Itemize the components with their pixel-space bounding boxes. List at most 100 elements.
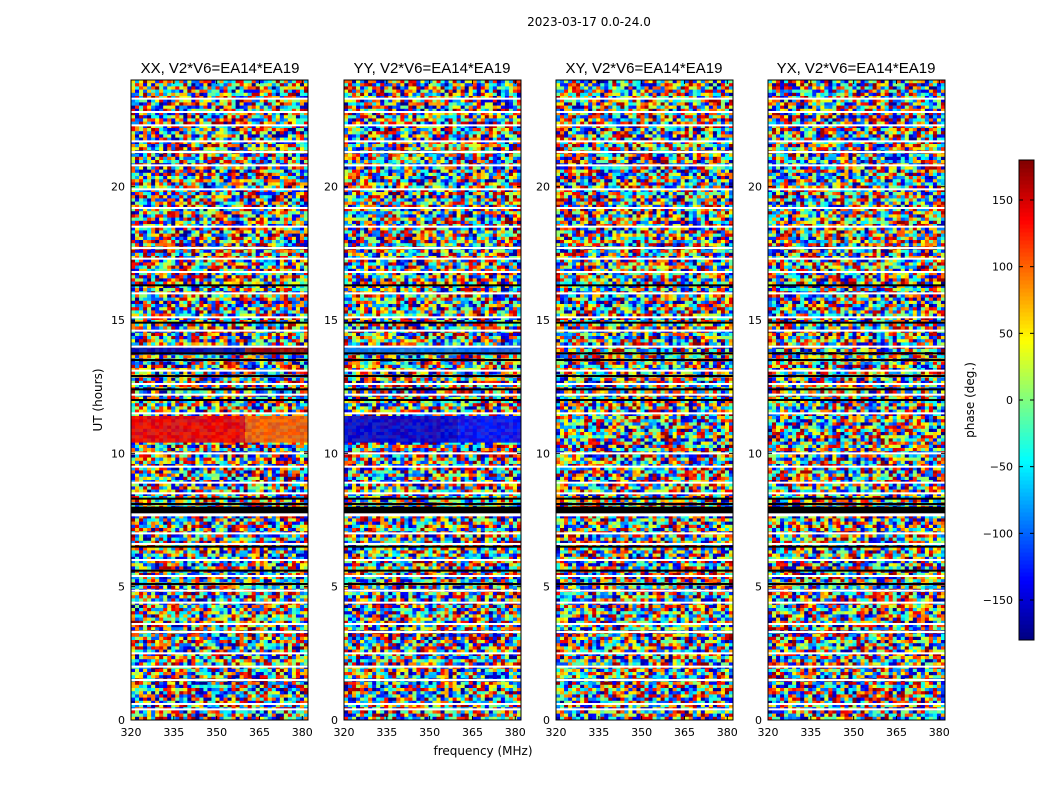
- colorbar-segment: [1019, 176, 1034, 181]
- flag-black-line: [344, 569, 521, 572]
- colorbar-segment: [1019, 196, 1034, 201]
- colorbar-segment: [1019, 496, 1034, 501]
- panel-frame: [130, 79, 309, 721]
- colorbar-segment: [1019, 512, 1034, 517]
- flag-white-line: [556, 369, 733, 372]
- phase-noise-image: [768, 80, 945, 720]
- x-tick-label: 380: [505, 726, 526, 739]
- panel-frame: [767, 79, 946, 721]
- flag-black-line: [344, 375, 521, 377]
- colorbar-segment: [1019, 324, 1034, 329]
- flag-white-line: [131, 589, 308, 592]
- flag-white-line: [556, 513, 733, 517]
- x-tick-label: 365: [462, 726, 483, 739]
- colorbar-segment: [1019, 520, 1034, 525]
- colorbar-segment: [1019, 556, 1034, 561]
- flag-white-line: [131, 225, 308, 228]
- flag-white-line: [131, 207, 308, 209]
- flag-white-line: [768, 188, 945, 191]
- flag-black-line: [768, 399, 945, 401]
- flag-white-line: [344, 271, 521, 273]
- flag-black-line: [556, 497, 733, 500]
- colorbar-segment: [1019, 460, 1034, 465]
- flag-white-line: [556, 383, 733, 385]
- flag-white-line: [131, 316, 308, 319]
- flag-white-line: [131, 465, 308, 468]
- flag-black-line: [344, 284, 521, 287]
- colorbar-segment: [1019, 232, 1034, 237]
- x-tick-label: 350: [206, 726, 227, 739]
- flag-white-line: [131, 345, 308, 348]
- flag-white-line: [556, 257, 733, 260]
- flag-white-line: [768, 140, 945, 143]
- x-tick-label: 365: [886, 726, 907, 739]
- colorbar-segment: [1019, 596, 1034, 601]
- colorbar-segment: [1019, 588, 1034, 593]
- x-axis-label: frequency (MHz): [433, 744, 532, 758]
- colorbar-segment: [1019, 332, 1034, 337]
- flag-white-line: [768, 111, 945, 113]
- colorbar-segment: [1019, 420, 1034, 425]
- x-tick-label: 335: [376, 726, 397, 739]
- flag-white-line: [768, 412, 945, 415]
- flag-white-line: [768, 465, 945, 468]
- colorbar-segment: [1019, 560, 1034, 565]
- flag-white-line: [131, 369, 308, 372]
- colorbar-segment: [1019, 492, 1034, 497]
- flag-white-line: [556, 345, 733, 348]
- colorbar-segment: [1019, 364, 1034, 369]
- heatmap-panel-1: 320 335 350 365 380 0 5 10 15 20: [324, 79, 526, 739]
- flag-black-line: [131, 399, 308, 401]
- colorbar-segment: [1019, 628, 1034, 633]
- panel-frame: [555, 79, 734, 721]
- y-tick-label: 10: [111, 447, 125, 460]
- colorbar-segment: [1019, 256, 1034, 261]
- flag-white-line: [131, 513, 308, 517]
- colorbar-segment: [1019, 568, 1034, 573]
- colorbar-segment: [1019, 452, 1034, 457]
- flag-white-line: [344, 111, 521, 113]
- colorbar-segment: [1019, 444, 1034, 449]
- heatmap-panel-2: 320 335 350 365 380 0 5 10 15 20: [536, 79, 738, 739]
- flag-black-line: [556, 583, 733, 585]
- x-tick-label: 335: [163, 726, 184, 739]
- flag-black-line: [344, 388, 521, 391]
- colorbar-segment: [1019, 192, 1034, 197]
- flag-white-line: [131, 665, 308, 668]
- flag-white-line: [344, 97, 521, 100]
- flag-white-line: [768, 247, 945, 249]
- colorbar-segment: [1019, 352, 1034, 357]
- flag-white-line: [768, 513, 945, 517]
- flag-white-line: [344, 207, 521, 209]
- flag-white-line: [131, 393, 308, 396]
- flag-white-line: [344, 623, 521, 625]
- flag-white-line: [768, 164, 945, 167]
- flag-black-line: [556, 375, 733, 377]
- colorbar-segment: [1019, 584, 1034, 589]
- flag-white-line: [344, 589, 521, 592]
- phase-noise-image: [344, 80, 521, 720]
- panel-frame: [343, 79, 522, 721]
- flag-black-line: [344, 497, 521, 500]
- flag-black-line: [131, 583, 308, 585]
- colorbar-segment: [1019, 260, 1034, 265]
- coherent-band: [344, 416, 459, 443]
- flag-black-line: [768, 375, 945, 377]
- coherent-band: [131, 346, 246, 355]
- flag-white-line: [131, 623, 308, 625]
- flag-white-line: [344, 383, 521, 385]
- flag-white-line: [344, 631, 521, 633]
- colorbar-segment: [1019, 236, 1034, 241]
- flag-white-line: [768, 623, 945, 625]
- colorbar-segment: [1019, 600, 1034, 605]
- panel-xy: XY, V2*V6=EA14*EA19: [566, 60, 723, 77]
- x-tick-label: 350: [843, 726, 864, 739]
- flag-black-line: [556, 321, 733, 324]
- panel-xx: XX, V2*V6=EA14*EA19: [141, 60, 300, 77]
- flag-black-line: [131, 545, 308, 548]
- flag-white-line: [344, 652, 521, 655]
- flag-white-line: [344, 575, 521, 577]
- flag-white-line: [768, 124, 945, 127]
- flag-white-line: [344, 481, 521, 484]
